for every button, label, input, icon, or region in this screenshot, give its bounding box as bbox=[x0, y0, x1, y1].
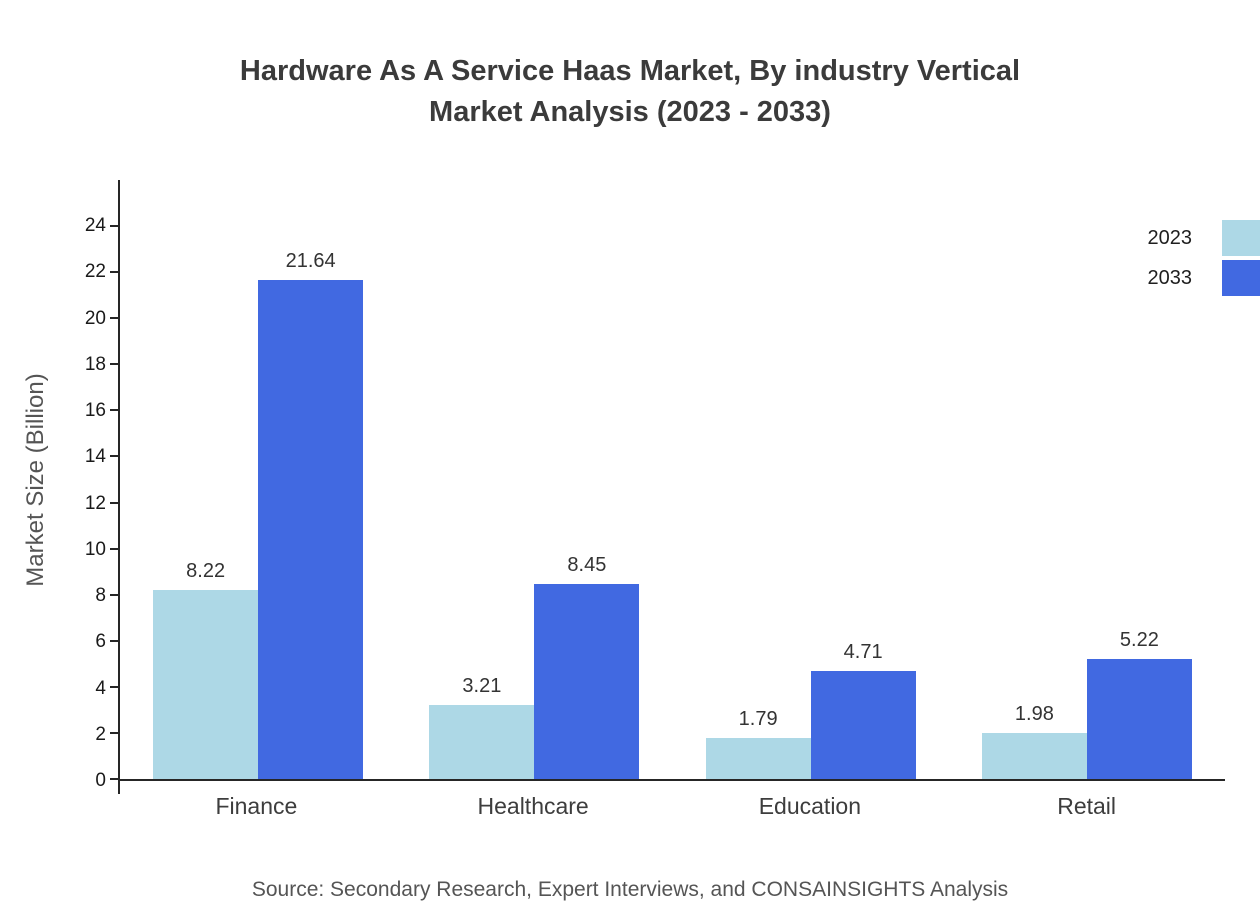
y-axis-tick-label: 10 bbox=[84, 538, 106, 560]
chart-title-line1: Hardware As A Service Haas Market, By in… bbox=[239, 55, 1021, 87]
bar-value-label: 4.71 bbox=[843, 640, 883, 663]
bar-group-finance: 8.22 21.64 bbox=[120, 180, 396, 779]
legend-label-2023: 2023 bbox=[1147, 226, 1193, 249]
x-axis-category-label: Finance bbox=[215, 793, 298, 819]
y-axis-tick-label: 24 bbox=[84, 215, 106, 237]
bar-2033-finance: 21.64 bbox=[258, 250, 364, 779]
x-axis-category-label: Retail bbox=[1057, 793, 1117, 819]
bar-2033-education: 4.71 bbox=[810, 641, 916, 779]
chart-title-line2: Market Analysis (2023 - 2033) bbox=[429, 96, 831, 128]
y-axis-tick-mark bbox=[110, 271, 118, 274]
y-axis-tick-mark bbox=[110, 225, 118, 228]
y-axis-tick-labels: 0 2 4 6 8 10 12 14 16 18 20 22 24 bbox=[52, 180, 106, 791]
bar-2033-healthcare: 8.45 bbox=[534, 554, 640, 779]
x-axis-category-labels: Finance Healthcare Education Retail bbox=[118, 793, 1225, 820]
x-axis-category-label: Education bbox=[758, 793, 862, 819]
bar-value-label: 1.98 bbox=[1014, 703, 1054, 726]
y-axis-tick-label: 22 bbox=[84, 261, 106, 283]
source-note: Source: Secondary Research, Expert Inter… bbox=[251, 878, 1009, 901]
plot-area: 8.22 21.64 3.21 8.45 1.79 4.71 1.98 5.22 bbox=[110, 180, 1225, 781]
y-axis-tick-label: 0 bbox=[95, 770, 106, 791]
bars-layer: 8.22 21.64 3.21 8.45 1.79 4.71 1.98 5.22 bbox=[120, 180, 1225, 779]
y-axis-tick-label: 12 bbox=[84, 492, 106, 514]
x-axis-left-tick bbox=[118, 781, 120, 794]
bar-2023-education: 1.79 bbox=[705, 708, 811, 779]
legend-label-2033: 2033 bbox=[1147, 266, 1193, 289]
y-axis-tick-label: 8 bbox=[95, 585, 106, 607]
bar-2023-healthcare: 3.21 bbox=[429, 675, 535, 779]
y-axis-tick-mark bbox=[110, 593, 118, 596]
y-axis-tick-label: 6 bbox=[95, 631, 106, 653]
legend-item-2033: 2033 bbox=[1148, 258, 1260, 298]
y-axis-tick-mark bbox=[110, 363, 118, 366]
y-axis-tick-mark bbox=[110, 317, 118, 320]
x-axis-category-label: Healthcare bbox=[477, 793, 589, 819]
y-axis-tick-mark bbox=[110, 731, 118, 734]
bar-group-retail: 1.98 5.22 bbox=[949, 180, 1225, 779]
y-axis-tick-mark bbox=[110, 409, 118, 412]
bar-2023-retail: 1.98 bbox=[981, 703, 1087, 779]
bar-value-label: 8.22 bbox=[186, 559, 226, 582]
chart-title: Hardware As A Service Haas Market, By in… bbox=[0, 51, 1260, 133]
y-axis-title: Market Size (Billion) bbox=[22, 373, 49, 587]
bar-2033-retail: 5.22 bbox=[1086, 629, 1192, 779]
bar-value-label: 5.22 bbox=[1119, 628, 1159, 651]
bar-value-label: 3.21 bbox=[462, 675, 502, 698]
bar-value-label: 1.79 bbox=[738, 707, 778, 730]
legend: 2023 2033 bbox=[1148, 218, 1260, 298]
y-axis-tick-label: 20 bbox=[84, 307, 106, 329]
y-axis-tick-mark bbox=[110, 455, 118, 458]
y-axis-tick-label: 18 bbox=[84, 353, 106, 375]
legend-swatch-2023 bbox=[1222, 220, 1260, 256]
bar-group-education: 1.79 4.71 bbox=[673, 180, 949, 779]
y-axis-tick-mark bbox=[110, 501, 118, 504]
y-axis-tick-mark bbox=[110, 639, 118, 642]
y-axis-tick-mark bbox=[110, 685, 118, 688]
legend-swatch-2033 bbox=[1222, 260, 1260, 296]
bar-value-label: 21.64 bbox=[285, 250, 336, 273]
y-axis-tick-mark bbox=[110, 778, 118, 780]
legend-item-2023: 2023 bbox=[1148, 218, 1260, 258]
bar-2023-finance: 8.22 bbox=[153, 560, 259, 779]
y-axis-tick-mark bbox=[110, 547, 118, 550]
y-axis-tick-label: 16 bbox=[84, 400, 106, 422]
y-axis-tick-label: 4 bbox=[95, 677, 106, 699]
y-axis-tick-label: 14 bbox=[84, 446, 106, 468]
bar-value-label: 8.45 bbox=[567, 554, 607, 577]
bar-group-healthcare: 3.21 8.45 bbox=[396, 180, 672, 779]
y-axis-tick-label: 2 bbox=[95, 723, 106, 745]
